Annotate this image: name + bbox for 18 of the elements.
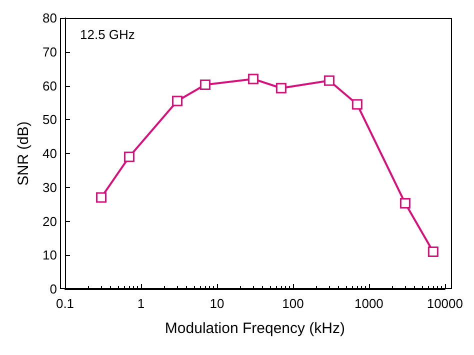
y-tick-label: 10 (42, 248, 57, 263)
y-tick-label: 0 (50, 282, 57, 296)
y-tick-label: 40 (42, 146, 57, 161)
y-tick-label: 60 (42, 78, 57, 94)
y-tick-label: 80 (42, 10, 57, 26)
x-tick-label: 0.1 (56, 296, 74, 311)
x-tick-label: 1 (137, 296, 145, 311)
x-tick-label: 10000 (426, 296, 464, 311)
y-tick-label: 30 (42, 180, 57, 195)
y-tick-label: 50 (42, 112, 57, 128)
y-tick-label: 70 (42, 44, 57, 60)
x-tick-label: 1000 (354, 296, 384, 311)
y-tick-label: 20 (42, 214, 57, 229)
x-tick-label: 10 (210, 296, 224, 311)
annotation: 12.5 GHz (80, 27, 135, 42)
y-axis-title: SNR (dB) (15, 121, 32, 186)
x-axis-title: Modulation Freqency (kHz) (164, 320, 345, 337)
x-tick-label: 100 (282, 296, 304, 311)
